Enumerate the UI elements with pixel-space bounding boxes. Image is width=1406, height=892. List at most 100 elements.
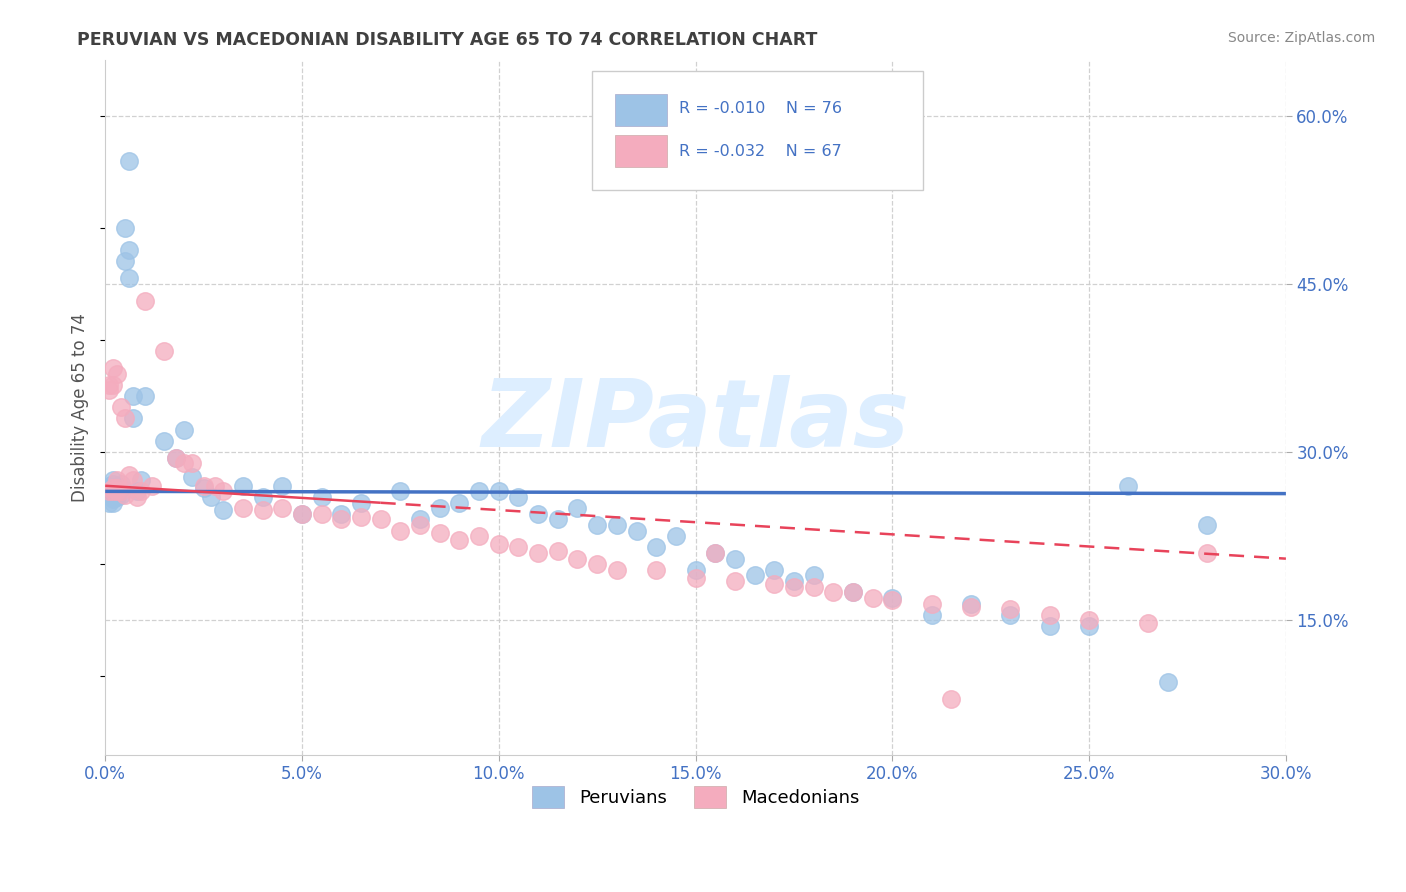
Point: [101, 484, 124, 499]
Point: [488, 537, 510, 551]
Point: [1118, 479, 1140, 493]
Point: [134, 293, 156, 308]
Point: [105, 484, 128, 499]
Point: [1197, 518, 1219, 533]
Point: [803, 568, 825, 582]
Point: [763, 577, 786, 591]
Point: [704, 546, 727, 560]
Point: [429, 501, 451, 516]
Point: [114, 220, 136, 235]
FancyBboxPatch shape: [592, 71, 924, 190]
Point: [409, 518, 432, 533]
Point: [1137, 615, 1160, 630]
Point: [763, 563, 786, 577]
Point: [783, 580, 806, 594]
Point: [508, 490, 530, 504]
Point: [110, 484, 132, 499]
Point: [882, 593, 904, 607]
Point: [204, 479, 226, 493]
Point: [98, 481, 121, 495]
Point: [744, 568, 766, 582]
Point: [1000, 607, 1022, 622]
Point: [101, 377, 124, 392]
Point: [118, 244, 141, 258]
Point: [606, 518, 628, 533]
Point: [165, 450, 187, 465]
Point: [350, 495, 373, 509]
Point: [105, 473, 128, 487]
Point: [118, 153, 141, 168]
Point: [101, 481, 124, 495]
Point: [330, 507, 353, 521]
Point: [468, 484, 491, 499]
Y-axis label: Disability Age 65 to 74: Disability Age 65 to 74: [72, 313, 89, 501]
Point: [105, 479, 128, 493]
Point: [98, 479, 121, 493]
Point: [1078, 619, 1101, 633]
Point: [626, 524, 648, 538]
Point: [114, 411, 136, 425]
Point: [121, 411, 143, 425]
Point: [704, 546, 727, 560]
Point: [101, 481, 124, 495]
Point: [105, 367, 128, 381]
Point: [129, 473, 152, 487]
Text: R = -0.010    N = 76: R = -0.010 N = 76: [679, 102, 842, 117]
Point: [645, 563, 668, 577]
Point: [118, 271, 141, 285]
Point: [125, 484, 148, 499]
Point: [606, 563, 628, 577]
Point: [252, 503, 274, 517]
Text: PERUVIAN VS MACEDONIAN DISABILITY AGE 65 TO 74 CORRELATION CHART: PERUVIAN VS MACEDONIAN DISABILITY AGE 65…: [77, 31, 818, 49]
Point: [941, 691, 963, 706]
Point: [311, 490, 333, 504]
Point: [370, 512, 392, 526]
Point: [121, 473, 143, 487]
Point: [567, 501, 589, 516]
FancyBboxPatch shape: [616, 94, 668, 126]
Point: [134, 389, 156, 403]
Legend: Peruvians, Macedonians: Peruvians, Macedonians: [524, 779, 866, 815]
Point: [173, 456, 195, 470]
Point: [350, 510, 373, 524]
Point: [921, 597, 943, 611]
Point: [129, 484, 152, 499]
Point: [330, 512, 353, 526]
Point: [586, 558, 609, 572]
Point: [98, 484, 121, 499]
Point: [193, 479, 215, 493]
Point: [862, 591, 884, 605]
Point: [527, 546, 550, 560]
Point: [842, 585, 865, 599]
Point: [232, 479, 254, 493]
Point: [193, 481, 215, 495]
Point: [180, 456, 202, 470]
Point: [101, 495, 124, 509]
Point: [173, 423, 195, 437]
Point: [101, 484, 124, 499]
Point: [153, 434, 176, 448]
Point: [724, 551, 747, 566]
Point: [98, 377, 121, 392]
Point: [153, 344, 176, 359]
Point: [547, 512, 569, 526]
Point: [110, 401, 132, 415]
Point: [101, 490, 124, 504]
Point: [110, 481, 132, 495]
Point: [1000, 602, 1022, 616]
Point: [685, 563, 707, 577]
Point: [823, 585, 845, 599]
Point: [232, 501, 254, 516]
Point: [1197, 546, 1219, 560]
Point: [252, 490, 274, 504]
Point: [212, 503, 235, 517]
Point: [1039, 619, 1062, 633]
Point: [114, 488, 136, 502]
Point: [101, 492, 124, 507]
Point: [291, 507, 314, 521]
Point: [98, 484, 121, 499]
Point: [105, 484, 128, 499]
Point: [105, 481, 128, 495]
Point: [409, 512, 432, 526]
Point: [645, 541, 668, 555]
